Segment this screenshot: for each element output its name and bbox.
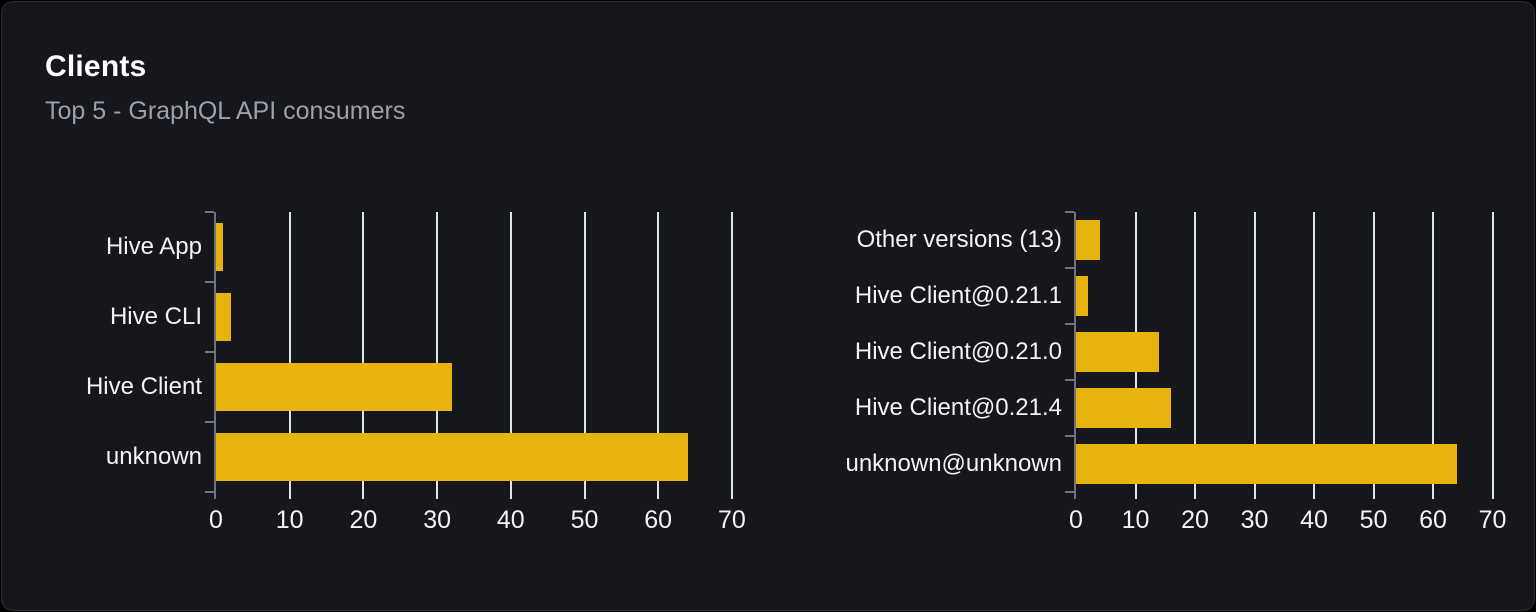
category-label-hive-client-0-21-0: Hive Client@0.21.0 [854,338,1062,365]
bar-hive-client-0-21-4[interactable] [1076,388,1172,428]
x-tick-label-50: 50 [1359,506,1388,534]
y-axis-line [214,212,216,499]
panel-title: Clients [45,50,147,83]
category-label-unknown-unknown: unknown@unknown [845,450,1062,477]
x-tick-label-20: 20 [1181,506,1209,534]
gridline-x-20 [1194,212,1196,499]
x-tick-label-70: 70 [1478,506,1507,534]
y-axis-tick [205,421,214,423]
x-tick-label-60: 60 [1419,506,1447,534]
gridline-x-10 [288,212,291,499]
y-axis-line [1074,212,1076,499]
y-axis-tick [1065,211,1074,213]
bar-unknown[interactable] [216,433,688,481]
category-label-hive-client: Hive Client [85,373,202,400]
bar-hive-client[interactable] [216,363,452,411]
bar-other-versions-13[interactable] [1076,220,1100,260]
y-axis-tick [1065,379,1074,381]
gridline-x-30 [436,212,439,499]
gridline-x-20 [362,212,365,499]
x-tick-label-0: 0 [209,506,223,534]
y-axis-tick [205,351,214,353]
x-tick-label-60: 60 [644,506,673,534]
category-label-unknown: unknown [105,443,202,470]
x-tick-label-70: 70 [717,506,746,534]
y-axis-tick [205,491,214,493]
bar-hive-client-0-21-1[interactable] [1076,276,1088,316]
x-tick-label-10: 10 [275,506,304,534]
gridline-x-30 [1253,212,1256,499]
gridline-x-50 [1372,212,1375,499]
gridline-x-50 [583,212,586,499]
category-label-hive-client-0-21-1: Hive Client@0.21.1 [854,282,1062,309]
y-axis-tick [1065,435,1074,437]
bar-hive-cli[interactable] [216,293,231,341]
y-axis-tick [1065,323,1074,325]
category-label-hive-client-0-21-4: Hive Client@0.21.4 [854,394,1062,421]
x-tick-label-0: 0 [1069,506,1083,534]
x-tick-label-50: 50 [570,506,599,534]
panel-subtitle: Top 5 - GraphQL API consumers [45,97,406,125]
y-axis-tick [1065,267,1074,269]
gridline-x-60 [1432,212,1434,499]
x-tick-label-40: 40 [1300,506,1328,534]
category-label-other-versions-13: Other versions (13) [856,226,1062,253]
x-tick-label-30: 30 [423,506,451,534]
gridline-x-70 [1491,212,1494,499]
y-axis-tick [205,211,214,213]
gridline-x-60 [657,212,660,499]
bar-hive-client-0-21-0[interactable] [1076,332,1160,372]
gridline-x-40 [1313,212,1315,499]
x-tick-label-10: 10 [1121,506,1150,534]
bar-unknown-unknown[interactable] [1076,444,1457,484]
x-tick-label-20: 20 [349,506,378,534]
category-label-hive-cli: Hive CLI [109,303,202,330]
gridline-x-40 [509,212,512,499]
y-axis-tick [205,281,214,283]
category-label-hive-app: Hive App [105,233,202,260]
bar-hive-app[interactable] [216,223,224,271]
gridline-x-70 [730,212,733,499]
x-tick-label-30: 30 [1240,506,1269,534]
y-axis-tick [1065,491,1074,493]
x-tick-label-40: 40 [496,506,525,534]
